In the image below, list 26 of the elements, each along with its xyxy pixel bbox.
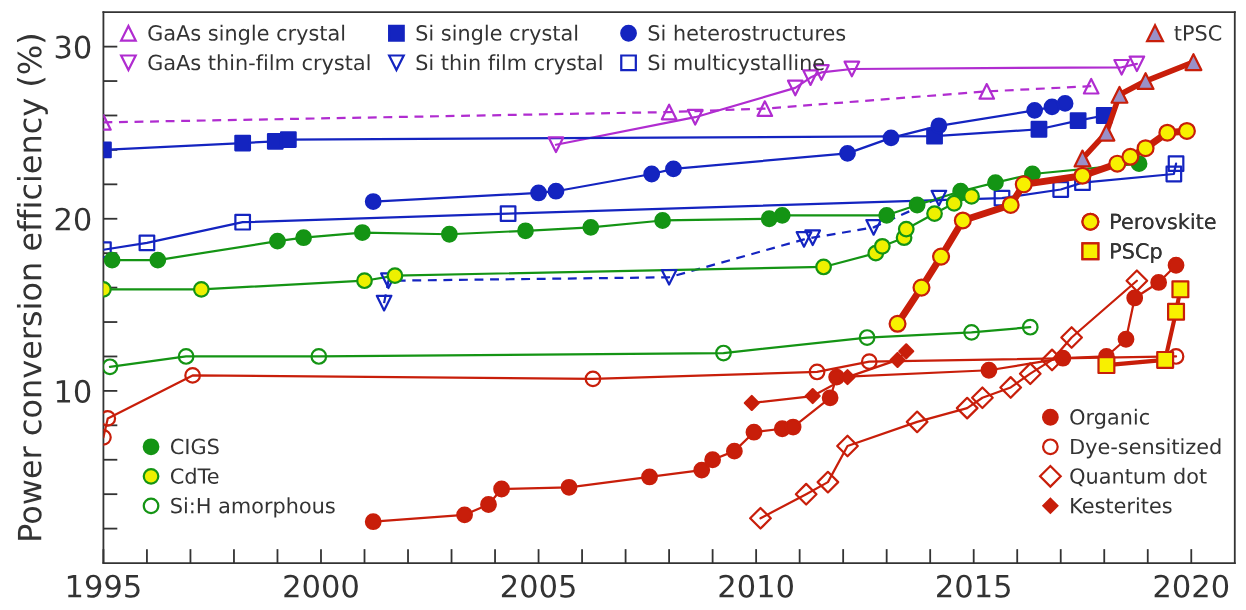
legend-label: GaAs single crystal	[148, 24, 345, 45]
legend-label: Quantum dot	[1070, 467, 1207, 487]
x-tick-label: 2000	[284, 574, 358, 598]
legend-label: CdTe	[170, 467, 219, 484]
legend-label: PSCp	[1111, 243, 1162, 263]
legend-label: Perovskite	[1111, 213, 1216, 230]
legend-label: Kesterites	[1071, 497, 1172, 514]
legend-label: Si multicystalline	[648, 54, 825, 75]
x-tick-label: 2015	[937, 574, 1010, 598]
legend-label: GaAs thin-film crystal	[148, 54, 370, 75]
legend-label: Si heterostructures	[648, 24, 846, 41]
x-tick-label: 2010	[719, 574, 793, 598]
x-tick-label: 1995	[67, 574, 140, 598]
y-tick-label: 20	[55, 207, 91, 231]
legend-label: Si thin film crystal	[416, 54, 602, 75]
legend-label: Si:H amorphous	[171, 497, 335, 518]
legend-label: CIGS	[170, 438, 219, 455]
x-tick-label: 2020	[1154, 574, 1229, 598]
y-tick-label: 30	[55, 35, 91, 59]
legend-label: tPSC	[1174, 25, 1222, 41]
legend-label: Si single crystal	[416, 24, 578, 45]
legend-label: Organic	[1070, 408, 1149, 429]
x-tick-label: 2005	[501, 574, 575, 598]
y-tick-label: 10	[56, 379, 91, 403]
y-axis-title: Power conversion efficiency (%)	[16, 35, 48, 540]
legend-label: Dye-sensitized	[1071, 438, 1221, 459]
